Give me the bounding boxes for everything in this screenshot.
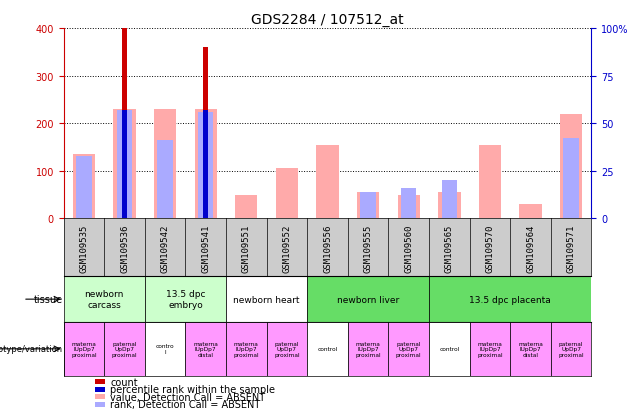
Bar [113,109,135,219]
Title: GDS2284 / 107512_at: GDS2284 / 107512_at [251,12,404,26]
Bar [226,277,307,322]
Text: GSM109542: GSM109542 [161,224,170,272]
Bar [469,322,510,376]
Text: GSM109564: GSM109564 [526,224,535,272]
Bar [204,111,208,219]
Bar [316,145,339,219]
Bar [198,112,214,219]
Bar [389,322,429,376]
Bar [122,29,127,219]
Text: 13.5 dpc
embryo: 13.5 dpc embryo [165,290,205,309]
Bar [520,205,542,219]
Bar [122,111,127,219]
Text: value, Detection Call = ABSENT: value, Detection Call = ABSENT [110,392,265,402]
Bar [307,322,348,376]
Bar [551,322,591,376]
Bar [361,192,376,219]
Text: count: count [110,377,137,387]
Text: materna
lUpDp7
proximal: materna lUpDp7 proximal [71,341,97,357]
Text: materna
lUpDp7
distal: materna lUpDp7 distal [193,341,218,357]
Bar [104,322,145,376]
Bar [145,277,226,322]
Text: GSM109535: GSM109535 [80,224,88,272]
Bar [117,111,132,219]
Bar [64,277,145,322]
Bar [266,322,307,376]
Text: genotype/variation: genotype/variation [0,344,63,354]
Bar [398,195,420,219]
Text: newborn
carcass: newborn carcass [85,290,124,309]
Bar [429,322,469,376]
Bar [441,181,457,219]
Bar [204,48,208,219]
Bar [510,322,551,376]
Text: percentile rank within the sample: percentile rank within the sample [110,385,275,394]
Text: GSM109560: GSM109560 [404,224,413,272]
Bar [479,145,501,219]
Text: paternal
UpDp7
proximal: paternal UpDp7 proximal [396,341,422,357]
Bar [73,155,95,219]
Text: materna
lUpDp7
proximal: materna lUpDp7 proximal [233,341,259,357]
Text: GSM109556: GSM109556 [323,224,332,272]
Bar [157,141,173,219]
Bar [76,156,92,219]
Bar [235,195,258,219]
Text: materna
lUpDp7
proximal: materna lUpDp7 proximal [477,341,503,357]
Bar [154,109,176,219]
Text: paternal
UpDp7
proximal: paternal UpDp7 proximal [112,341,137,357]
Text: GSM109570: GSM109570 [485,224,494,272]
Bar [429,277,591,322]
Text: GSM109555: GSM109555 [364,224,373,272]
Text: GSM109541: GSM109541 [201,224,211,272]
Text: newborn heart: newborn heart [233,295,300,304]
Text: newborn liver: newborn liver [337,295,399,304]
Bar [560,114,583,219]
Text: materna
lUpDp7
proximal: materna lUpDp7 proximal [356,341,381,357]
Bar [348,322,389,376]
Text: paternal
UpDp7
proximal: paternal UpDp7 proximal [558,341,584,357]
Text: rank, Detection Call = ABSENT: rank, Detection Call = ABSENT [110,399,260,409]
Bar [64,322,104,376]
Bar [563,139,579,219]
Bar [307,277,429,322]
Text: control: control [317,347,338,351]
Bar [401,188,417,219]
Text: paternal
UpDp7
proximal: paternal UpDp7 proximal [274,341,300,357]
Bar [195,109,217,219]
Bar [276,169,298,219]
Bar [186,322,226,376]
Text: GSM109551: GSM109551 [242,224,251,272]
Text: control: control [439,347,459,351]
Bar [226,322,266,376]
Text: tissue: tissue [34,294,63,304]
Bar [145,322,186,376]
Text: materna
lUpDp7
distal: materna lUpDp7 distal [518,341,543,357]
Bar [438,193,460,219]
Text: GSM109552: GSM109552 [282,224,291,272]
Bar [357,193,379,219]
Text: GSM109565: GSM109565 [445,224,454,272]
Text: GSM109536: GSM109536 [120,224,129,272]
Text: 13.5 dpc placenta: 13.5 dpc placenta [469,295,551,304]
Text: GSM109571: GSM109571 [567,224,576,272]
Text: contro
l: contro l [156,344,174,354]
